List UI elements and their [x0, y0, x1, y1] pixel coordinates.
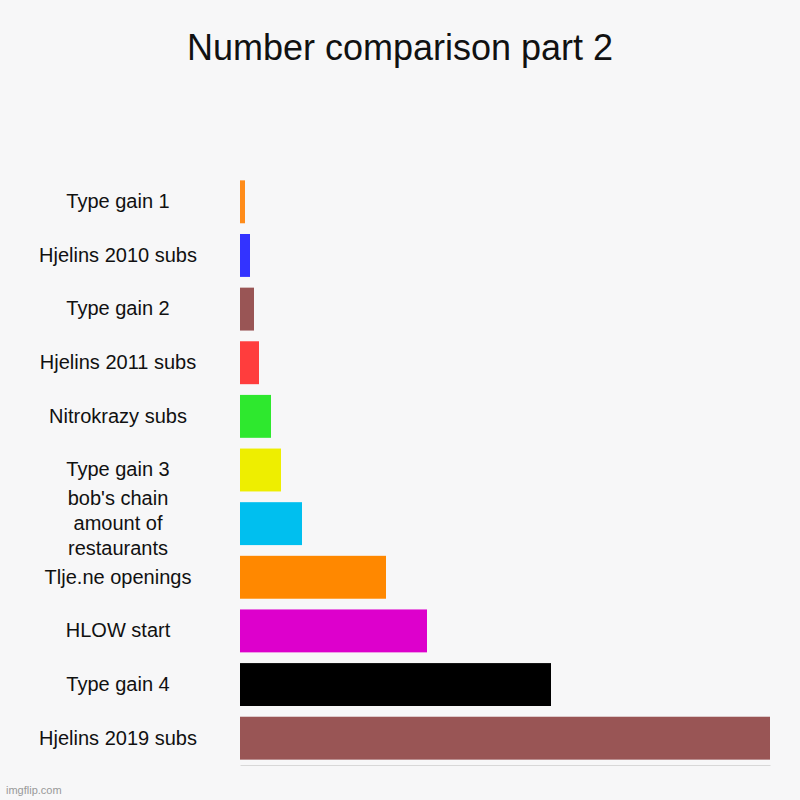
tick-label: Hjelins 2019 subs — [39, 727, 197, 749]
bar — [240, 449, 281, 492]
x-axis — [241, 765, 771, 766]
tick: Tlje.ne openings — [45, 566, 240, 588]
tick: Hjelins 2011 subs — [40, 351, 240, 373]
tick: Type gain 2 — [66, 297, 240, 319]
bar — [240, 180, 245, 223]
tick: HLOW start — [66, 619, 240, 641]
tick-label-line: Type gain 3 — [66, 458, 169, 480]
bars — [240, 180, 770, 759]
bar — [240, 502, 302, 545]
tick-label-line: restaurants — [68, 537, 168, 559]
bar — [240, 556, 386, 599]
bar — [240, 288, 254, 331]
tick-label-line: amount of — [74, 512, 163, 534]
axis-line — [241, 765, 771, 766]
tick: Type gain 4 — [66, 673, 240, 695]
tick-label: Hjelins 2011 subs — [40, 351, 196, 373]
bar — [240, 609, 427, 652]
annotation: imgflip.com — [6, 784, 62, 796]
bar — [240, 395, 271, 438]
tick-label: Type gain 3 — [66, 458, 169, 480]
tick-label: Hjelins 2010 subs — [39, 244, 197, 266]
tick: Type gain 1 — [66, 190, 240, 212]
tick-label-line: Hjelins 2011 subs — [40, 351, 196, 373]
background — [0, 0, 800, 800]
tick: Type gain 3 — [66, 458, 240, 480]
tick-label-line: Hjelins 2010 subs — [39, 244, 197, 266]
tick-label: Nitrokrazy subs — [49, 405, 187, 427]
bar — [240, 663, 551, 706]
tick-label: Tlje.ne openings — [45, 566, 192, 588]
bar — [240, 717, 770, 760]
tick-label-line: bob's chain — [68, 487, 169, 509]
tick-label: Type gain 4 — [66, 673, 169, 695]
tick-label-line: Type gain 2 — [66, 297, 169, 319]
tick-label: Type gain 2 — [66, 297, 169, 319]
tick-label-line: Hjelins 2019 subs — [39, 727, 197, 749]
tick-label: Type gain 1 — [66, 190, 169, 212]
tick-label-line: HLOW start — [66, 619, 171, 641]
tick: Hjelins 2010 subs — [39, 244, 240, 266]
tick: bob's chain amount of restaurants — [68, 487, 240, 559]
tick-label-line: Type gain 4 — [66, 673, 169, 695]
tick: Hjelins 2019 subs — [39, 727, 240, 749]
tick: Nitrokrazy subs — [49, 405, 240, 427]
title: Number comparison part 2 — [187, 27, 613, 68]
tick-label-line: Type gain 1 — [66, 190, 169, 212]
tick-label-line: Tlje.ne openings — [45, 566, 192, 588]
bar — [240, 234, 250, 277]
y-axis: Type gain 1 Hjelins 2010 subs Type gain 2 H… — [39, 190, 240, 748]
bar — [240, 341, 259, 384]
tick-label-line: Nitrokrazy subs — [49, 405, 187, 427]
tick-label: bob's chain amount of restaurants — [68, 487, 169, 559]
chart: Number comparison part 2 Type gain 1 Hjeli… — [0, 0, 800, 800]
tick-label: HLOW start — [66, 619, 171, 641]
